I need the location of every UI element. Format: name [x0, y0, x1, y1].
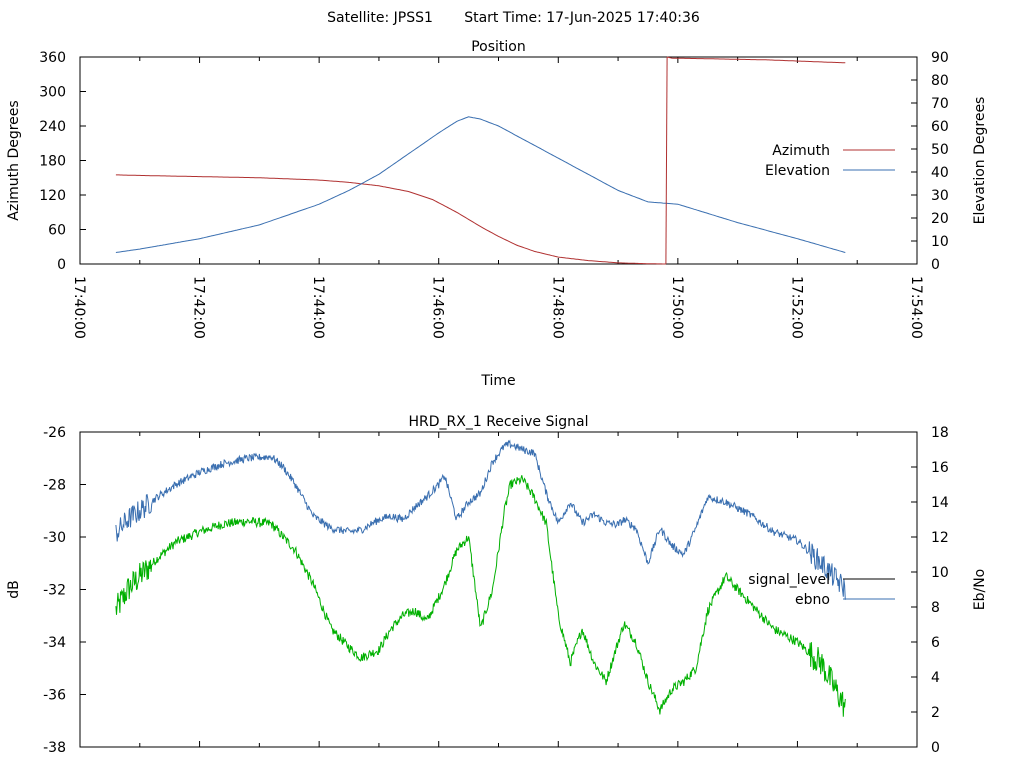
y-right-tick-label: 4 — [931, 670, 940, 686]
position-chart: Position 17:40:00 17:42:00 17:44:00 17:46:00… — [6, 39, 988, 389]
y-left-tick-label: 120 — [39, 188, 66, 204]
y-right-tick-label: 40 — [931, 165, 949, 181]
y-right-tick-label: 14 — [931, 495, 949, 511]
y-right-tick-label: 80 — [931, 73, 949, 89]
x-tick-label: 17:48:00 — [549, 276, 565, 339]
y-right-tick-label: 0 — [931, 740, 940, 756]
series-line-signal_level — [115, 475, 846, 717]
y-right-axis-label: Eb/No — [972, 569, 988, 611]
series-line-azimuth-1 — [666, 56, 846, 64]
y-left-tick-label: -30 — [43, 530, 66, 546]
legend-label-azimuth: Azimuth — [772, 143, 830, 159]
y-left-axis-label: dB — [6, 580, 22, 599]
y-left-tick-label: 0 — [57, 257, 66, 273]
series-line-elevation-2 — [115, 116, 846, 253]
series-line-azimuth-0 — [115, 174, 666, 265]
y-right-tick-label: 60 — [931, 119, 949, 135]
legend-label-signal_level: signal_level — [748, 572, 830, 588]
series-line-ebno — [115, 439, 846, 600]
x-tick-label: 17:46:00 — [430, 276, 446, 339]
y-right-tick-label: 2 — [931, 705, 940, 721]
x-tick-label: 17:54:00 — [908, 276, 924, 339]
chart-title: Position — [471, 39, 526, 55]
legend-label-elevation: Elevation — [765, 163, 830, 179]
x-tick-label: 17:44:00 — [310, 276, 326, 339]
y-right-tick-label: 20 — [931, 211, 949, 227]
x-tick-label: 17:50:00 — [669, 276, 685, 339]
y-right-tick-label: 12 — [931, 530, 949, 546]
y-right-tick-label: 10 — [931, 565, 949, 581]
y-left-tick-label: 300 — [39, 85, 66, 101]
y-right-tick-label: 16 — [931, 460, 949, 476]
plot-frame — [79, 431, 918, 748]
y-left-tick-label: 180 — [39, 154, 66, 170]
y-right-axis-label: Elevation Degrees — [972, 97, 988, 225]
x-tick-label: 17:42:00 — [191, 276, 207, 339]
y-left-tick-label: -32 — [43, 583, 66, 599]
y-left-axis-label: Azimuth Degrees — [6, 100, 22, 220]
y-left-tick-label: -38 — [43, 740, 66, 756]
y-left-tick-label: 240 — [39, 119, 66, 135]
y-right-tick-label: 0 — [931, 257, 940, 273]
x-tick-label: 17:52:00 — [788, 276, 804, 339]
chart-title: HRD_RX_1 Receive Signal — [409, 414, 589, 430]
y-left-tick-label: -28 — [43, 478, 66, 494]
y-left-tick-label: -26 — [43, 425, 66, 441]
start-time-label: Start Time: 17-Jun-2025 17:40:36 — [464, 10, 700, 26]
legend-label-ebno: ebno — [795, 592, 830, 608]
x-axis-label: Time — [480, 373, 515, 389]
y-right-tick-label: 8 — [931, 600, 940, 616]
plot-frame — [79, 56, 918, 265]
y-right-tick-label: 90 — [931, 50, 949, 66]
y-right-tick-label: 70 — [931, 96, 949, 112]
y-right-tick-label: 18 — [931, 425, 949, 441]
y-right-tick-label: 30 — [931, 188, 949, 204]
y-right-tick-label: 50 — [931, 142, 949, 158]
y-left-tick-label: 360 — [39, 50, 66, 66]
y-left-tick-label: -36 — [43, 688, 66, 704]
y-left-tick-label: -34 — [43, 635, 66, 651]
x-tick-label: 17:40:00 — [71, 276, 87, 339]
y-right-tick-label: 6 — [931, 635, 940, 651]
azimuth-wrap-line — [665, 56, 668, 265]
receive-signal-chart: HRD_RX_1 Receive Signal -26 -28 -30 -32 -34 -3… — [6, 414, 988, 756]
y-right-tick-label: 10 — [931, 234, 949, 250]
y-left-tick-label: 60 — [48, 223, 66, 239]
satellite-label: Satellite: JPSS1 — [327, 10, 433, 26]
